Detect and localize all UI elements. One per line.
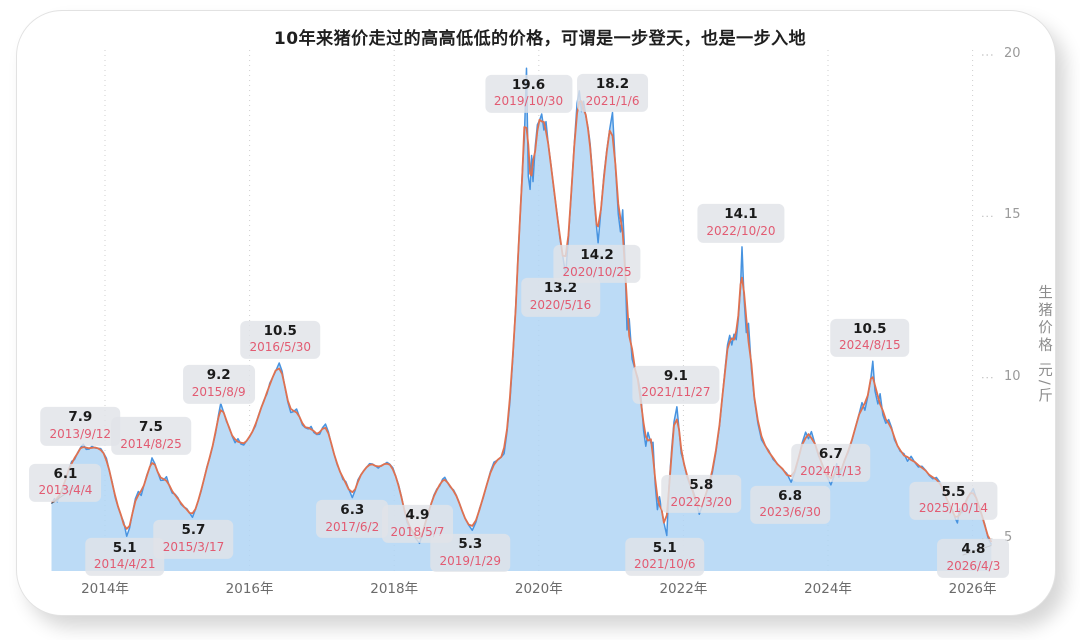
annotation-value: 5.1 xyxy=(652,539,677,556)
annotation-date: 2026/4/3 xyxy=(946,558,1001,573)
annotation-date: 2014/4/21 xyxy=(93,557,156,572)
annotation-label: 14.1 2022/10/20 xyxy=(697,204,785,243)
price-area xyxy=(51,68,992,572)
annotation-label: 4.8 2026/4/3 xyxy=(937,539,1010,578)
annotation-date: 2021/11/27 xyxy=(641,385,711,400)
annotation-date: 2025/10/14 xyxy=(918,501,988,516)
annotation-label: 6.7 2024/1/13 xyxy=(791,444,871,483)
annotation-value: 9.2 xyxy=(206,367,231,384)
annotation-date: 2018/5/7 xyxy=(390,524,445,539)
annotation-label: 9.1 2021/11/27 xyxy=(632,365,720,404)
annotation-label: 5.8 2022/3/20 xyxy=(661,475,742,514)
annotation-value: 5.1 xyxy=(112,539,137,556)
x-tick-label: 2024年 xyxy=(804,581,852,597)
annotation-value: 7.5 xyxy=(139,419,163,436)
annotation-label: 7.5 2014/8/25 xyxy=(111,417,191,456)
annotation-label: 19.6 2019/10/30 xyxy=(484,74,573,113)
y-tick-label: 15 xyxy=(1004,207,1021,223)
chart-title: 10年来猪价走过的高高低低的价格，可谓是一步登天，也是一步入地 xyxy=(273,29,807,49)
annotation-label: 5.1 2014/4/21 xyxy=(84,537,165,576)
annotation-label: 18.2 2021/1/6 xyxy=(576,74,649,113)
annotation-value: 6.7 xyxy=(818,446,843,463)
annotation-date: 2015/8/9 xyxy=(191,384,246,399)
y-tick-label: 5 xyxy=(1004,530,1013,545)
annotation-label: 6.8 2023/6/30 xyxy=(750,485,830,524)
annotation-label: 6.3 2017/6/2 xyxy=(316,499,389,539)
annotation-date: 2013/4/4 xyxy=(38,482,93,497)
annotation-label: 6.1 2013/4/4 xyxy=(29,463,102,502)
annotation-value: 4.9 xyxy=(405,507,430,524)
x-tick-label: 2020年 xyxy=(514,581,563,597)
annotation-date: 2022/10/20 xyxy=(706,223,776,238)
annotation-value: 9.1 xyxy=(663,367,688,384)
y-tick-label: 10 xyxy=(1004,368,1021,384)
annotation-label: 10.5 2024/8/15 xyxy=(830,318,910,357)
annotation-label: 13.2 2020/5/16 xyxy=(520,278,601,317)
x-tick-label: 2026年 xyxy=(948,581,997,597)
y-axis-title: 生猪价格 元/斤 xyxy=(1036,284,1052,406)
annotation-value: 6.3 xyxy=(340,501,365,518)
annotation-value: 14.2 xyxy=(580,247,614,264)
annotation-label: 5.3 2019/1/29 xyxy=(430,534,511,573)
annotation-date: 2013/9/12 xyxy=(49,426,112,441)
annotation-date: 2016/5/30 xyxy=(249,340,311,355)
annotation-date: 2020/10/25 xyxy=(562,264,632,279)
annotation-date: 2017/6/2 xyxy=(325,519,380,534)
annotation-value: 6.1 xyxy=(53,465,78,482)
annotation-value: 19.6 xyxy=(511,76,546,93)
annotation-label: 5.7 2015/3/17 xyxy=(153,520,234,559)
annotation-value: 13.2 xyxy=(543,280,578,297)
annotation-label: 10.5 2016/5/30 xyxy=(240,320,320,359)
annotation-value: 5.5 xyxy=(941,483,966,500)
x-tick-label: 2022年 xyxy=(659,581,708,597)
annotation-label: 7.9 2013/9/12 xyxy=(40,407,121,446)
annotation-date: 2024/8/15 xyxy=(839,338,901,353)
annotation-value: 18.2 xyxy=(595,76,630,93)
annotation-label: 5.1 2021/10/6 xyxy=(625,537,705,576)
annotation-value: 6.8 xyxy=(778,487,803,504)
annotation-date: 2019/10/30 xyxy=(493,94,564,109)
x-tick-label: 2018年 xyxy=(370,581,419,597)
annotation-value: 10.5 xyxy=(853,320,887,337)
annotation-date: 2023/6/30 xyxy=(759,505,821,520)
annotation-date: 2022/3/20 xyxy=(670,494,733,509)
x-tick-label: 2014年 xyxy=(81,581,129,597)
y-tick-label: 20 xyxy=(1004,45,1021,61)
annotation-date: 2014/8/25 xyxy=(120,436,182,451)
annotation-label: 14.2 2020/10/25 xyxy=(553,245,641,284)
annotation-value: 10.5 xyxy=(263,322,297,339)
annotation-date: 2020/5/16 xyxy=(529,297,592,312)
annotation-value: 5.8 xyxy=(689,477,714,494)
annotation-date: 2015/3/17 xyxy=(162,539,225,554)
annotation-label: 5.5 2025/10/14 xyxy=(909,481,997,520)
annotation-date: 2021/10/6 xyxy=(634,557,696,572)
annotation-value: 5.7 xyxy=(181,522,206,539)
annotation-value: 14.1 xyxy=(724,206,758,223)
annotation-value: 7.9 xyxy=(68,409,93,426)
annotation-label: 9.2 2015/8/9 xyxy=(182,365,255,404)
x-tick-label: 2016年 xyxy=(225,581,274,597)
annotation-date: 2019/1/29 xyxy=(439,553,502,568)
annotation-date: 2021/1/6 xyxy=(585,93,640,108)
annotation-value: 4.8 xyxy=(961,541,986,558)
annotation-value: 5.3 xyxy=(458,536,483,553)
annotation-date: 2024/1/13 xyxy=(800,463,862,478)
